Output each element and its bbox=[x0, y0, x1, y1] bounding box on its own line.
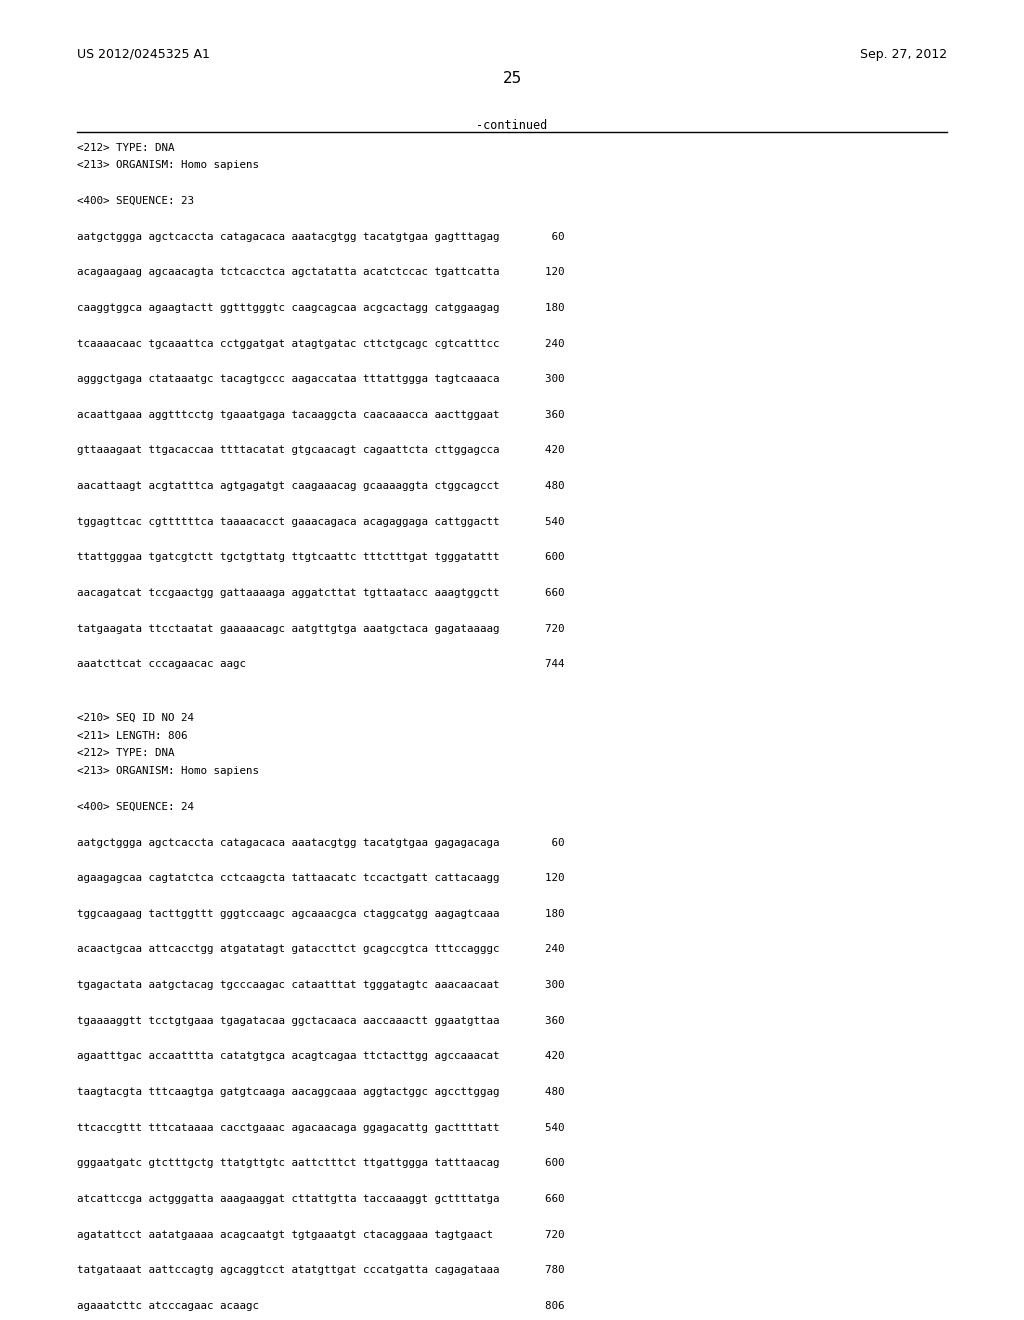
Text: tggcaagaag tacttggttt gggtccaagc agcaaacgca ctaggcatgg aagagtcaaa       180: tggcaagaag tacttggttt gggtccaagc agcaaac… bbox=[77, 908, 564, 919]
Text: tgaaaaggtt tcctgtgaaa tgagatacaa ggctacaaca aaccaaactt ggaatgttaa       360: tgaaaaggtt tcctgtgaaa tgagatacaa ggctaca… bbox=[77, 1015, 564, 1026]
Text: atcattccga actgggatta aaagaaggat cttattgtta taccaaaggt gcttttatga       660: atcattccga actgggatta aaagaaggat cttattg… bbox=[77, 1193, 564, 1204]
Text: <400> SEQUENCE: 24: <400> SEQUENCE: 24 bbox=[77, 801, 194, 812]
Text: 25: 25 bbox=[503, 71, 521, 86]
Text: aatgctggga agctcaccta catagacaca aaatacgtgg tacatgtgaa gagagacaga        60: aatgctggga agctcaccta catagacaca aaatacg… bbox=[77, 837, 564, 847]
Text: aatgctggga agctcaccta catagacaca aaatacgtgg tacatgtgaa gagtttagag        60: aatgctggga agctcaccta catagacaca aaatacg… bbox=[77, 231, 564, 242]
Text: tgagactata aatgctacag tgcccaagac cataatttat tgggatagtc aaacaacaat       300: tgagactata aatgctacag tgcccaagac cataatt… bbox=[77, 979, 564, 990]
Text: <212> TYPE: DNA: <212> TYPE: DNA bbox=[77, 748, 174, 759]
Text: aacagatcat tccgaactgg gattaaaaga aggatcttat tgttaatacc aaagtggctt       660: aacagatcat tccgaactgg gattaaaaga aggatct… bbox=[77, 587, 564, 598]
Text: ttattgggaa tgatcgtctt tgctgttatg ttgtcaattc tttctttgat tgggatattt       600: ttattgggaa tgatcgtctt tgctgttatg ttgtcaa… bbox=[77, 552, 564, 562]
Text: tggagttcac cgttttttca taaaacacct gaaacagaca acagaggaga cattggactt       540: tggagttcac cgttttttca taaaacacct gaaacag… bbox=[77, 516, 564, 527]
Text: caaggtggca agaagtactt ggtttgggtc caagcagcaa acgcactagg catggaagag       180: caaggtggca agaagtactt ggtttgggtc caagcag… bbox=[77, 302, 564, 313]
Text: acaactgcaa attcacctgg atgatatagt gataccttct gcagccgtca tttccagggc       240: acaactgcaa attcacctgg atgatatagt gatacct… bbox=[77, 944, 564, 954]
Text: agaatttgac accaatttta catatgtgca acagtcagaa ttctacttgg agccaaacat       420: agaatttgac accaatttta catatgtgca acagtca… bbox=[77, 1051, 564, 1061]
Text: taagtacgta tttcaagtga gatgtcaaga aacaggcaaa aggtactggc agccttggag       480: taagtacgta tttcaagtga gatgtcaaga aacaggc… bbox=[77, 1086, 564, 1097]
Text: aacattaagt acgtatttca agtgagatgt caagaaacag gcaaaaggta ctggcagcct       480: aacattaagt acgtatttca agtgagatgt caagaaa… bbox=[77, 480, 564, 491]
Text: gggaatgatc gtctttgctg ttatgttgtc aattctttct ttgattggga tatttaacag       600: gggaatgatc gtctttgctg ttatgttgtc aattctt… bbox=[77, 1158, 564, 1168]
Text: tatgataaat aattccagtg agcaggtcct atatgttgat cccatgatta cagagataaa       780: tatgataaat aattccagtg agcaggtcct atatgtt… bbox=[77, 1265, 564, 1275]
Text: US 2012/0245325 A1: US 2012/0245325 A1 bbox=[77, 48, 210, 61]
Text: -continued: -continued bbox=[476, 119, 548, 132]
Text: <213> ORGANISM: Homo sapiens: <213> ORGANISM: Homo sapiens bbox=[77, 766, 259, 776]
Text: <212> TYPE: DNA: <212> TYPE: DNA bbox=[77, 143, 174, 153]
Text: agggctgaga ctataaatgc tacagtgccc aagaccataa tttattggga tagtcaaaca       300: agggctgaga ctataaatgc tacagtgccc aagacca… bbox=[77, 374, 564, 384]
Text: Sep. 27, 2012: Sep. 27, 2012 bbox=[860, 48, 947, 61]
Text: <213> ORGANISM: Homo sapiens: <213> ORGANISM: Homo sapiens bbox=[77, 160, 259, 170]
Text: gttaaagaat ttgacaccaa ttttacatat gtgcaacagt cagaattcta cttggagcca       420: gttaaagaat ttgacaccaa ttttacatat gtgcaac… bbox=[77, 445, 564, 455]
Text: <210> SEQ ID NO 24: <210> SEQ ID NO 24 bbox=[77, 713, 194, 723]
Text: tatgaagata ttcctaatat gaaaaacagc aatgttgtga aaatgctaca gagataaaag       720: tatgaagata ttcctaatat gaaaaacagc aatgttg… bbox=[77, 623, 564, 634]
Text: agaaatcttc atcccagaac acaagc                                            806: agaaatcttc atcccagaac acaagc 806 bbox=[77, 1300, 564, 1311]
Text: <400> SEQUENCE: 23: <400> SEQUENCE: 23 bbox=[77, 195, 194, 206]
Text: agaagagcaa cagtatctca cctcaagcta tattaacatc tccactgatt cattacaagg       120: agaagagcaa cagtatctca cctcaagcta tattaac… bbox=[77, 873, 564, 883]
Text: acagaagaag agcaacagta tctcacctca agctatatta acatctccac tgattcatta       120: acagaagaag agcaacagta tctcacctca agctata… bbox=[77, 267, 564, 277]
Text: tcaaaacaac tgcaaattca cctggatgat atagtgatac cttctgcagc cgtcatttcc       240: tcaaaacaac tgcaaattca cctggatgat atagtga… bbox=[77, 338, 564, 348]
Text: aaatcttcat cccagaacac aagc                                              744: aaatcttcat cccagaacac aagc 744 bbox=[77, 659, 564, 669]
Text: agatattcct aatatgaaaa acagcaatgt tgtgaaatgt ctacaggaaa tagtgaact        720: agatattcct aatatgaaaa acagcaatgt tgtgaaa… bbox=[77, 1229, 564, 1239]
Text: <211> LENGTH: 806: <211> LENGTH: 806 bbox=[77, 730, 187, 741]
Text: ttcaccgttt tttcataaaa cacctgaaac agacaacaga ggagacattg gacttttatt       540: ttcaccgttt tttcataaaa cacctgaaac agacaac… bbox=[77, 1122, 564, 1133]
Text: acaattgaaa aggtttcctg tgaaatgaga tacaaggcta caacaaacca aacttggaat       360: acaattgaaa aggtttcctg tgaaatgaga tacaagg… bbox=[77, 409, 564, 420]
